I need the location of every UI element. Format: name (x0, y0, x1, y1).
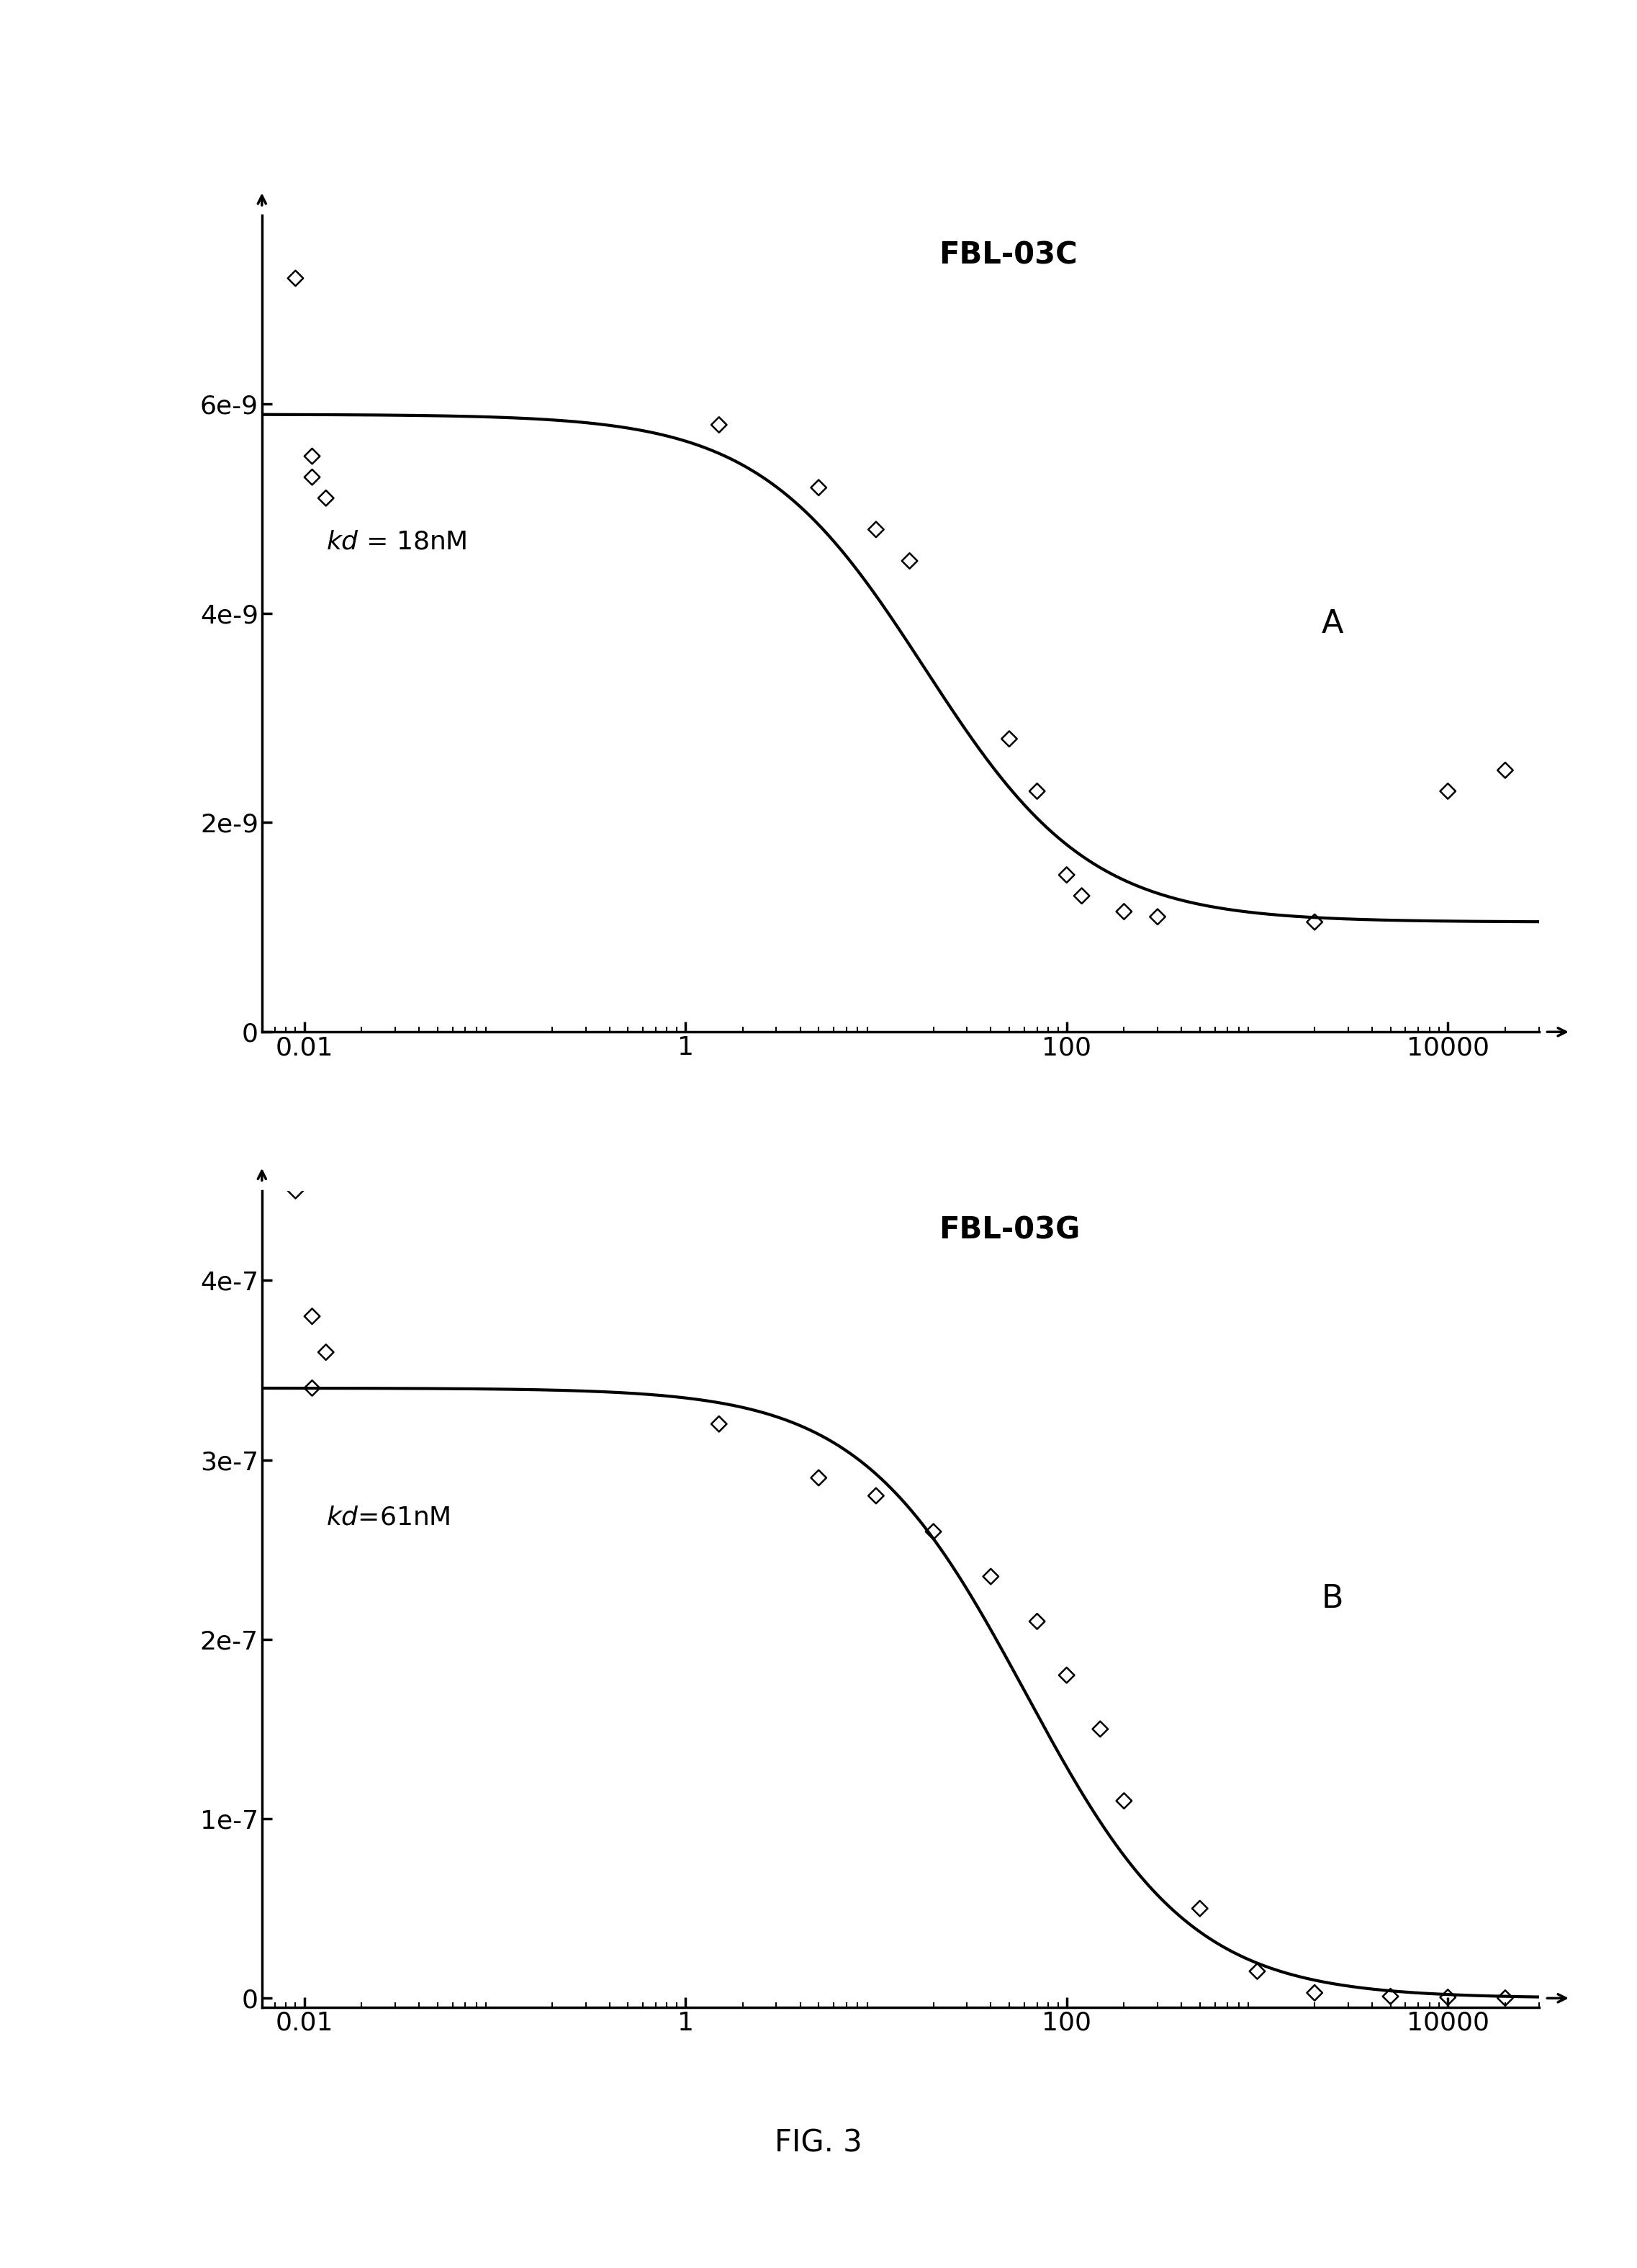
Point (1377, 1978, 1403, 2014)
Text: $k\it{d}$=61nM: $k\it{d}$=61nM (326, 1506, 450, 1529)
Point (805, 469, 832, 506)
Text: FIG. 3: FIG. 3 (774, 2127, 863, 2159)
Text: FBL-03C: FBL-03C (938, 240, 1077, 270)
Point (897, 542, 923, 578)
Point (300, 438, 326, 474)
Point (920, 1513, 946, 1549)
Point (1301, 905, 1328, 941)
Point (1054, 1658, 1080, 1694)
Point (1491, 753, 1517, 789)
Point (1025, 773, 1051, 810)
Point (706, 1406, 732, 1442)
Text: FBL-03G: FBL-03G (938, 1216, 1080, 1245)
Point (283, 1173, 309, 1209)
Point (1144, 898, 1170, 934)
Point (805, 1461, 832, 1497)
Point (300, 1370, 326, 1406)
Point (1301, 1975, 1328, 2012)
Point (1069, 878, 1095, 914)
Point (1434, 1980, 1460, 2016)
Point (863, 1479, 889, 1515)
Point (300, 1297, 326, 1334)
Point (1025, 1603, 1051, 1640)
Point (1491, 1980, 1517, 2016)
Point (1054, 857, 1080, 894)
Point (1187, 1889, 1213, 1926)
Point (706, 406, 732, 442)
Point (313, 1334, 339, 1370)
Point (1112, 894, 1138, 930)
Point (1112, 1783, 1138, 1819)
Text: $k\it{d}$ = 18nM: $k\it{d}$ = 18nM (326, 531, 467, 553)
Point (313, 481, 339, 517)
Point (300, 458, 326, 494)
Point (283, 261, 309, 297)
Point (1434, 773, 1460, 810)
Point (1087, 1710, 1113, 1746)
Point (863, 510, 889, 547)
Point (1244, 1953, 1270, 1989)
Text: A: A (1321, 608, 1344, 640)
Point (977, 1558, 1003, 1594)
Point (997, 721, 1023, 758)
Text: B: B (1321, 1583, 1344, 1615)
